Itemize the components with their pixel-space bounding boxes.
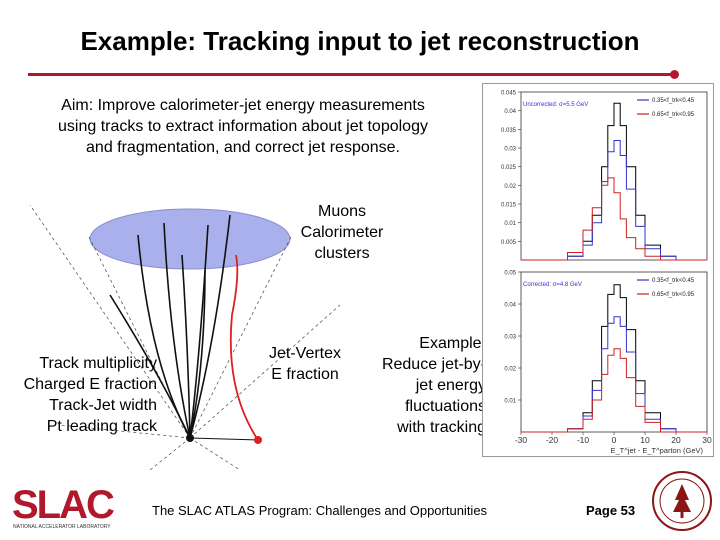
track-line: Track-Jet width xyxy=(49,397,157,414)
example-line: fluctuations xyxy=(405,398,486,415)
example-line: Reduce jet-by- xyxy=(381,356,486,373)
y-tick-label: 0.015 xyxy=(501,203,517,209)
tracks xyxy=(109,214,231,439)
legend-label: 0.35<f_trk<0.45 xyxy=(652,98,695,104)
jv-line: Jet-Vertex xyxy=(268,345,342,362)
legend-label: 0.65<f_trk<0.95 xyxy=(652,112,695,118)
plot-frame xyxy=(520,91,708,261)
y-tick-label: 0.025 xyxy=(501,165,517,171)
y-tick-label: 0.03 xyxy=(504,335,516,341)
muon-track xyxy=(229,254,259,441)
title-rule-dot xyxy=(670,70,679,79)
series-line xyxy=(521,348,707,433)
footer-text: The SLAC ATLAS Program: Challenges and O… xyxy=(152,503,488,518)
y-tick-label: 0.005 xyxy=(501,240,517,246)
calorimeter-ellipse xyxy=(89,208,291,270)
example-line: jet energy xyxy=(415,377,486,394)
y-tick-label: 0.01 xyxy=(504,221,516,227)
series-line xyxy=(521,316,707,433)
x-tick-label: -20 xyxy=(546,435,559,445)
y-tick-label: 0.02 xyxy=(504,367,516,373)
x-tick-label: 30 xyxy=(702,435,712,445)
muons-line: Muons xyxy=(317,203,367,220)
track-line: Track multiplicity xyxy=(39,355,157,372)
x-tick-label: 20 xyxy=(671,435,681,445)
primary-vertex xyxy=(186,434,194,442)
muons-line: clusters xyxy=(314,245,370,262)
muons-label: Muons Calorimeter clusters xyxy=(282,201,402,264)
series-line xyxy=(521,140,707,261)
jet-diagram xyxy=(29,204,341,471)
vertex-link xyxy=(189,437,259,441)
x-tick-label: -30 xyxy=(515,435,528,445)
slac-logo-subtext: NATIONAL ACCELERATOR LABORATORY xyxy=(13,524,111,530)
y-tick-label: 0.03 xyxy=(504,147,516,153)
aim-line: Aim: Improve calorimeter-jet energy meas… xyxy=(61,97,425,114)
resolution-plots: 0.045 0.04 0.035 0.03 0.025 0.02 0.015 0.01 0.00… xyxy=(482,83,714,457)
plot-annotation: Corrected: σ=4.8 GeV xyxy=(523,282,582,288)
y-tick-label: 0.05 xyxy=(504,271,516,277)
example-line: with tracking xyxy=(397,419,486,436)
series-line xyxy=(521,284,707,433)
example-text: Example: Reduce jet-by- jet energy fluct… xyxy=(360,333,486,438)
muons-line: Calorimeter xyxy=(300,224,384,241)
slac-logo-text: SLAC xyxy=(12,484,114,527)
y-tick-label: 0.045 xyxy=(501,91,517,97)
y-tick-label: 0.01 xyxy=(504,399,516,405)
track-line: Pt leading track xyxy=(46,418,157,435)
example-line: Example: xyxy=(419,335,486,352)
page-number: Page 53 xyxy=(586,503,636,518)
aim-text: Aim: Improve calorimeter-jet energy meas… xyxy=(30,95,456,158)
y-tick-label: 0.04 xyxy=(504,109,516,115)
aim-line: and fragmentation, and correct jet respo… xyxy=(86,139,400,156)
title-rule xyxy=(28,73,674,76)
track-line: Charged E fraction xyxy=(23,376,157,393)
track-observables: Track multiplicity Charged E fraction Tr… xyxy=(12,353,157,437)
secondary-vertex xyxy=(254,436,262,444)
x-tick-label: 0 xyxy=(612,435,617,445)
slac-logo: SLAC NATIONAL ACCELERATOR LABORATORY xyxy=(12,484,116,530)
legend-label: 0.35<f_trk<0.45 xyxy=(652,278,695,284)
jet-vertex-label: Jet-Vertex E fraction xyxy=(260,343,350,385)
series-line xyxy=(521,177,707,261)
y-tick-label: 0.04 xyxy=(504,303,516,309)
y-tick-label: 0.035 xyxy=(501,128,517,134)
legend-label: 0.65<f_trk<0.95 xyxy=(652,292,695,298)
x-tick-label: 10 xyxy=(640,435,650,445)
slide-title: Example: Tracking input to jet reconstru… xyxy=(80,26,640,56)
jv-line: E fraction xyxy=(271,366,339,383)
y-tick-label: 0.02 xyxy=(504,184,516,190)
aim-line: using tracks to extract information abou… xyxy=(58,118,428,135)
x-tick-label: -10 xyxy=(577,435,590,445)
x-axis-label: E_T^jet - E_T^parton (GeV) xyxy=(611,446,704,455)
stanford-seal xyxy=(652,471,712,531)
plot-annotation: Uncorrected: σ=5.5 GeV xyxy=(523,102,588,108)
